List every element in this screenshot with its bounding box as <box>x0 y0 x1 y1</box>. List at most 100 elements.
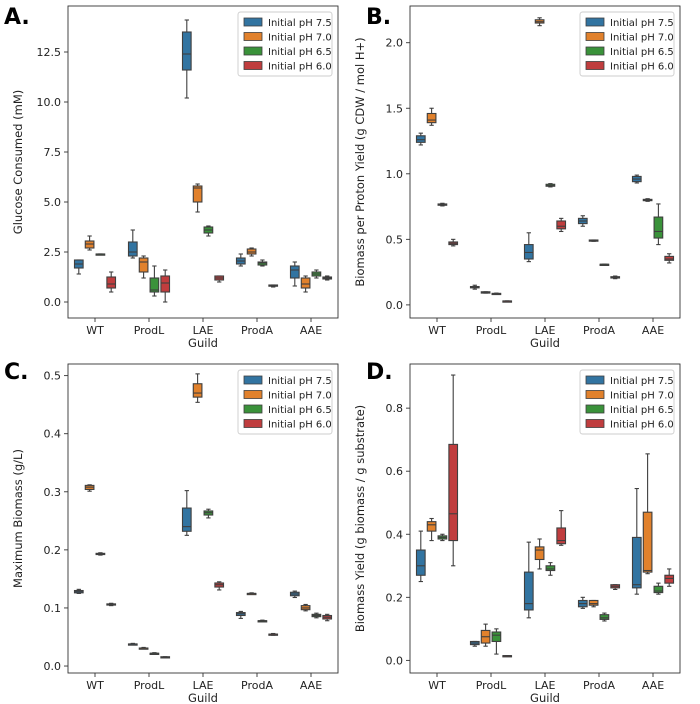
iqr-box <box>426 521 437 532</box>
panel-letter: A. <box>4 5 30 30</box>
iqr-box <box>642 511 653 573</box>
iqr-box <box>181 31 192 71</box>
panel-c: C. 0.0 0.1 0.2 0.3 0.4 0.5 WT ProdL LAE ProdA AAE Gu… <box>4 360 339 704</box>
box-initial-ph-70-aae <box>642 198 653 202</box>
box-initial-ph-70-wt <box>426 517 437 542</box>
iqr-box <box>300 277 311 289</box>
box-initial-ph-65-proda <box>257 619 268 623</box>
iqr-box <box>426 112 437 124</box>
box-initial-ph-75-aae <box>631 487 642 595</box>
panel-letter: D. <box>366 360 393 385</box>
box-initial-ph-70-prodl <box>480 291 491 294</box>
legend-entry: Initial pH 6.5 <box>268 405 332 416</box>
box-initial-ph-60-prodl <box>160 269 171 303</box>
box-initial-ph-60-wt <box>106 271 117 293</box>
y-tick-label: 0.6 <box>386 465 404 478</box>
box-initial-ph-70-prodl <box>138 646 149 650</box>
box-initial-ph-60-proda <box>610 275 621 280</box>
iqr-box <box>653 585 664 594</box>
legend: Initial pH 7.5 Initial pH 7.0 Initial pH 6… <box>237 11 333 77</box>
iqr-box <box>192 185 203 203</box>
x-axis-label: Guild <box>188 336 218 350</box>
y-tick-label: 0.3 <box>44 486 62 499</box>
box-initial-ph-75-wt <box>415 530 426 583</box>
box-initial-ph-75-proda <box>577 215 588 227</box>
box-initial-ph-65-proda <box>599 263 610 267</box>
iqr-box <box>653 216 664 239</box>
y-tick-label: 2.0 <box>386 37 404 50</box>
legend-swatch <box>585 17 605 27</box>
x-tick-label: LAE <box>193 679 214 692</box>
legend-entry: Initial pH 7.0 <box>268 33 332 44</box>
x-tick-label: ProdL <box>134 679 165 692</box>
y-axis-label: Biomass Yield (g biomass / g substrate) <box>353 405 367 632</box>
legend-swatch <box>243 61 263 70</box>
box-initial-ph-75-wt <box>73 259 84 275</box>
x-tick-label: ProdA <box>583 679 615 692</box>
y-tick-label: 0.4 <box>44 428 62 441</box>
box-initial-ph-70-proda <box>588 239 599 242</box>
y-tick-label: 5.0 <box>44 196 62 209</box>
box-initial-ph-65-prodl <box>149 265 160 297</box>
legend: Initial pH 7.5 Initial pH 7.0 Initial pH 6… <box>237 369 333 435</box>
box-initial-ph-65-lae <box>203 508 214 519</box>
iqr-box <box>599 614 610 620</box>
box-initial-ph-65-aae <box>653 203 664 246</box>
box-initial-ph-65-prodl <box>491 628 502 655</box>
box-initial-ph-65-aae <box>653 582 664 595</box>
box-initial-ph-60-aae <box>664 568 675 587</box>
panel-a: A. 0.0 2.5 5.0 7.5 10.0 12.5 WT ProdL LAE ProdA AAE… <box>4 5 339 350</box>
box-initial-ph-75-prodl <box>127 642 138 646</box>
legend-entry: Initial pH 6.0 <box>268 62 332 73</box>
box-initial-ph-70-proda <box>588 599 599 608</box>
legend-swatch <box>243 32 263 41</box>
box-initial-ph-60-prodl <box>160 656 171 659</box>
box-initial-ph-65-lae <box>203 225 214 237</box>
y-axis-label: Glucose Consumed (mM) <box>11 90 25 234</box>
box-initial-ph-70-lae <box>534 538 545 570</box>
box-initial-ph-75-proda <box>235 253 246 267</box>
iqr-box <box>523 244 534 260</box>
box-initial-ph-60-lae <box>556 510 567 546</box>
x-tick-label: ProdL <box>476 679 507 692</box>
box-initial-ph-75-prodl <box>127 229 138 259</box>
legend-swatch <box>243 419 263 428</box>
legend-entry: Initial pH 6.5 <box>610 47 674 58</box>
box-initial-ph-65-wt <box>437 533 448 542</box>
box-initial-ph-60-prodl <box>502 655 513 658</box>
box-initial-ph-65-wt <box>437 202 448 207</box>
iqr-box <box>415 135 426 143</box>
box-initial-ph-75-lae <box>181 19 192 99</box>
box-initial-ph-65-lae <box>545 562 556 576</box>
iqr-box <box>192 383 203 398</box>
x-axis-label: Guild <box>188 691 218 704</box>
box-initial-ph-70-proda <box>246 247 257 257</box>
box-initial-ph-70-lae <box>534 17 545 27</box>
x-tick-label: ProdA <box>241 679 273 692</box>
iqr-box <box>588 599 599 606</box>
iqr-box <box>181 507 192 532</box>
box-initial-ph-75-lae <box>181 490 192 536</box>
legend-entry: Initial pH 6.0 <box>610 420 674 431</box>
iqr-box <box>523 571 534 611</box>
box-initial-ph-60-proda <box>610 584 621 590</box>
legend-entry: Initial pH 6.5 <box>610 405 674 416</box>
y-axis-label: Maximum Biomass (g/L) <box>11 449 25 588</box>
iqr-box <box>127 241 138 257</box>
iqr-box <box>664 255 675 261</box>
box-initial-ph-60-lae <box>214 581 225 591</box>
legend-entry: Initial pH 6.5 <box>268 47 332 58</box>
panel-d: D. 0.0 0.2 0.4 0.6 0.8 WT ProdL LAE ProdA AAE Guild… <box>353 360 681 704</box>
legend-swatch <box>243 46 263 56</box>
box-initial-ph-70-lae <box>192 183 203 213</box>
box-initial-ph-65-aae <box>311 612 322 619</box>
box-initial-ph-60-aae <box>664 253 675 264</box>
iqr-box <box>106 276 117 289</box>
y-tick-label: 2.5 <box>44 246 62 259</box>
box-initial-ph-75-lae <box>523 232 534 263</box>
x-tick-label: WT <box>86 324 104 337</box>
legend-entry: Initial pH 7.5 <box>610 376 674 387</box>
iqr-box <box>631 536 642 589</box>
iqr-box <box>149 277 160 293</box>
y-tick-label: 1.5 <box>386 102 404 115</box>
